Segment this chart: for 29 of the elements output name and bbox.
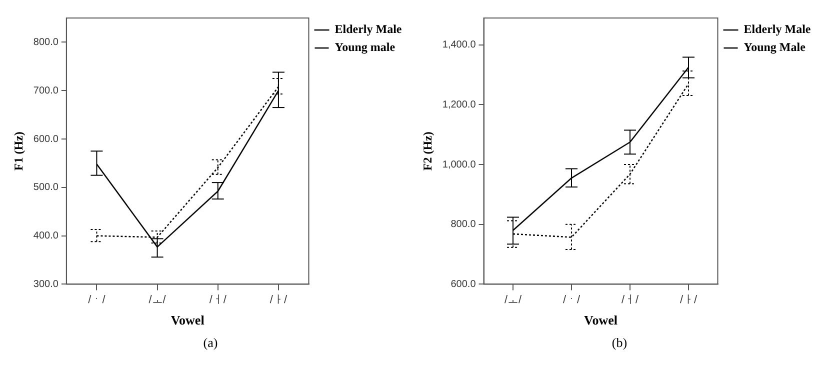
x-tick-label: /ㅗ/ [148,294,167,306]
y-tick-label: 400.0 [33,230,59,242]
x-tick-label: /ㅗ/ [504,294,523,306]
x-tick-label: /ㅓ/ [621,294,640,306]
y-tick-label: 1,200.0 [442,99,476,110]
y-tick-label: 300.0 [33,278,59,290]
legend-label: Young Male [744,40,806,54]
x-tick-label: /ㅏ/ [270,294,288,306]
x-axis-title: Vowel [584,312,618,328]
y-tick-label: 1,000.0 [442,159,476,170]
y-tick-label: 800.0 [33,36,59,48]
y-tick-label: 1,400.0 [442,40,476,51]
x-tick-label: /ㆍ/ [88,294,106,306]
y-axis-title: F2 (Hz) [420,132,434,171]
x-axis-title: Vowel [170,312,205,328]
y-tick-label: 800.0 [450,219,476,230]
text: (a) [203,335,218,351]
y-tick-label: 500.0 [33,182,59,194]
legend-label: Young male [334,40,396,54]
x-tick-label: /ㅏ/ [680,294,698,306]
y-tick-label: 700.0 [33,85,59,96]
y-tick-label: 600.0 [450,278,476,290]
text: (b) [612,335,628,351]
x-tick-label: /ㆍ/ [562,294,582,306]
y-axis-title: F1 (Hz) [11,132,26,171]
legend-label: Elderly Male [744,22,812,36]
legend-label: Elderly Male [334,22,402,36]
y-tick-label: 600.0 [33,134,59,145]
x-tick-label: /ㅓ/ [209,294,228,306]
